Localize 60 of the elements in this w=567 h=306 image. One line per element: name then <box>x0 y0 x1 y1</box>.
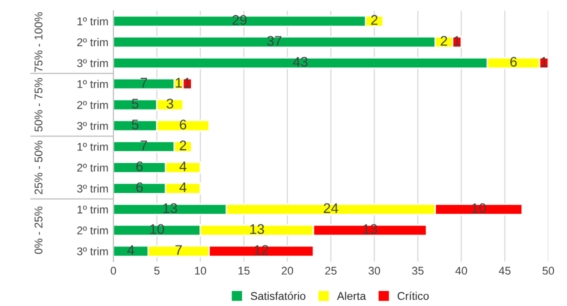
y-tick-label: 1º trim <box>78 80 108 88</box>
data-label: 7 <box>140 78 148 88</box>
x-tick-label: 35 <box>412 266 424 275</box>
y-tick-label: 1º trim <box>78 142 108 151</box>
data-label: 10 <box>150 224 164 234</box>
x-tick-label: 5 <box>154 266 160 275</box>
data-label: 6 <box>136 182 143 192</box>
data-label: 6 <box>136 161 143 172</box>
text: 25% - 50% <box>34 140 42 194</box>
data-label: 10 <box>472 203 486 214</box>
data-label: 37 <box>267 36 282 46</box>
y-tick-label: 2º trim <box>77 226 108 234</box>
x-tick-label: 25 <box>325 266 337 275</box>
data-label: 5 <box>132 120 138 130</box>
data-label: 1 <box>541 57 548 67</box>
legend-label: Alerta <box>336 292 366 300</box>
text: 75% - 100% <box>34 12 42 72</box>
data-label: 2 <box>371 15 378 25</box>
y-tick-label: 3º trim <box>77 58 108 68</box>
data-label: 43 <box>293 56 308 67</box>
legend-label: Crítico <box>398 292 429 300</box>
legend-label: Satisfatório <box>250 292 306 300</box>
x-tick-label: 10 <box>195 266 206 275</box>
data-label: 13 <box>363 224 378 234</box>
data-label: 29 <box>232 15 247 25</box>
data-label: 4 <box>127 245 134 255</box>
data-label: 7 <box>175 245 182 255</box>
text: 0% - 25% <box>34 206 42 254</box>
y-tick-label: 2º trim <box>77 164 108 172</box>
x-tick-label: 50 <box>542 266 554 275</box>
data-label: 4 <box>179 182 186 192</box>
data-label: 1 <box>176 78 182 88</box>
x-tick-label: 20 <box>282 266 294 275</box>
data-label: 13 <box>163 203 178 214</box>
data-label: 7 <box>140 140 148 150</box>
y-tick-label: 3º trim <box>77 247 108 256</box>
y-tick-label: 3º trim <box>77 184 108 193</box>
data-label: 6 <box>510 56 517 67</box>
y-tick-label: 3º trim <box>77 122 108 130</box>
y-tick-label: 1º trim <box>78 17 108 26</box>
x-tick-label: 15 <box>238 266 250 275</box>
data-label: 1 <box>184 78 191 88</box>
data-label: 6 <box>180 120 186 130</box>
y-tick-label: 1º trim <box>78 205 108 214</box>
data-label: 4 <box>179 162 186 172</box>
x-tick-label: 30 <box>368 266 380 275</box>
data-label: 1 <box>454 36 460 46</box>
data-label: 3 <box>166 98 174 109</box>
data-label: 24 <box>324 203 338 213</box>
y-tick-label: 2º trim <box>77 100 108 109</box>
data-label: 2 <box>180 140 186 150</box>
x-tick-label: 40 <box>455 266 468 275</box>
x-tick-label: 0 <box>110 266 116 275</box>
text: 50% - 75% <box>34 78 42 132</box>
y-tick-label: 2º trim <box>77 38 108 46</box>
data-label: 2 <box>440 36 448 46</box>
data-label: 5 <box>132 98 138 109</box>
data-label: 12 <box>254 245 268 255</box>
x-tick-label: 45 <box>498 266 511 275</box>
data-label: 13 <box>250 224 264 234</box>
